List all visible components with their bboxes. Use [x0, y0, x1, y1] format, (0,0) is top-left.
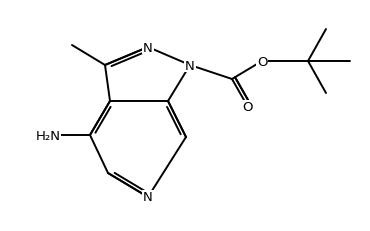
- Text: N: N: [143, 191, 153, 204]
- Text: O: O: [257, 55, 267, 68]
- Text: H₂N: H₂N: [36, 129, 61, 142]
- Text: N: N: [185, 59, 195, 72]
- Text: N: N: [143, 41, 153, 54]
- Text: O: O: [243, 101, 253, 114]
